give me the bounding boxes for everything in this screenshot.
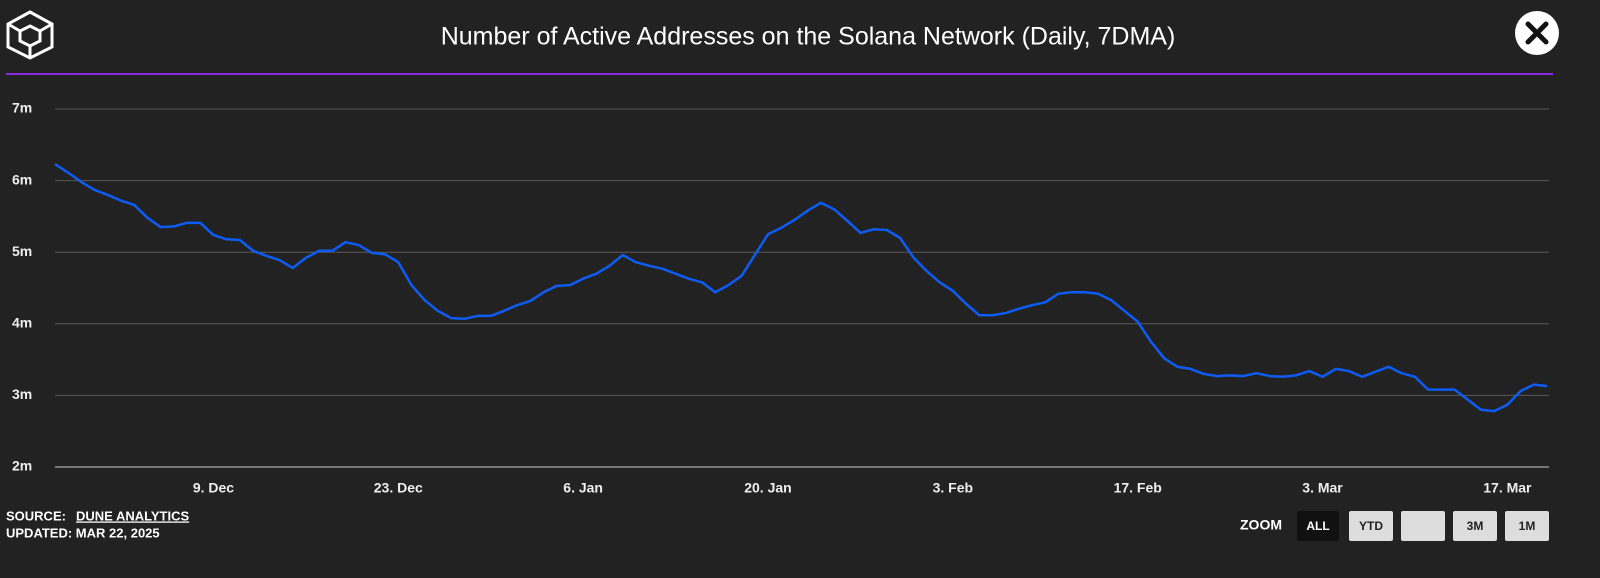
y-tick-label: 7m [12, 100, 32, 116]
zoom-button[interactable]: 3M [1453, 511, 1497, 541]
updated-date: UPDATED: MAR 22, 2025 [6, 525, 160, 540]
x-tick-label: 20. Jan [744, 480, 791, 496]
y-tick-label: 5m [12, 243, 32, 259]
x-tick-label: 9. Dec [193, 480, 234, 496]
x-tick-label: 3. Feb [933, 480, 973, 496]
x-tick-label: 17. Feb [1114, 480, 1162, 496]
y-tick-label: 2m [12, 458, 32, 474]
zoom-button-label: 1M [1519, 519, 1536, 533]
plot-area: 2m 3m 4m 5m 6m 7m 9. Dec 23. Dec 6. Jan 20. Jan 3.… [12, 100, 1549, 496]
zoom-button[interactable]: ALL [1297, 511, 1339, 541]
source-link[interactable]: DUNE ANALYTICS [76, 508, 189, 523]
chart-title: Number of Active Addresses on the Solana… [441, 23, 1176, 51]
x-tick-label: 6. Jan [563, 480, 603, 496]
zoom-button-label: 3M [1467, 519, 1484, 533]
zoom-button[interactable]: YTD [1349, 511, 1393, 541]
zoom-button[interactable] [1401, 511, 1445, 541]
x-tick-label: 3. Mar [1302, 480, 1343, 496]
y-tick-label: 4m [12, 315, 32, 331]
x-tick-label: 23. Dec [374, 480, 423, 496]
zoom-label: ZOOM [1240, 517, 1282, 533]
data-line [54, 163, 1548, 413]
logo [6, 10, 54, 60]
zoom-button-label: YTD [1359, 519, 1383, 533]
zoom-button[interactable]: 1M [1505, 511, 1549, 541]
zoom-button-label: ALL [1306, 519, 1329, 533]
y-tick-label: 3m [12, 386, 32, 402]
source-label: SOURCE: [6, 508, 66, 523]
y-tick-label: 6m [12, 171, 32, 187]
x-tick-label: 17. Mar [1483, 480, 1532, 496]
close-button[interactable] [1515, 11, 1559, 55]
